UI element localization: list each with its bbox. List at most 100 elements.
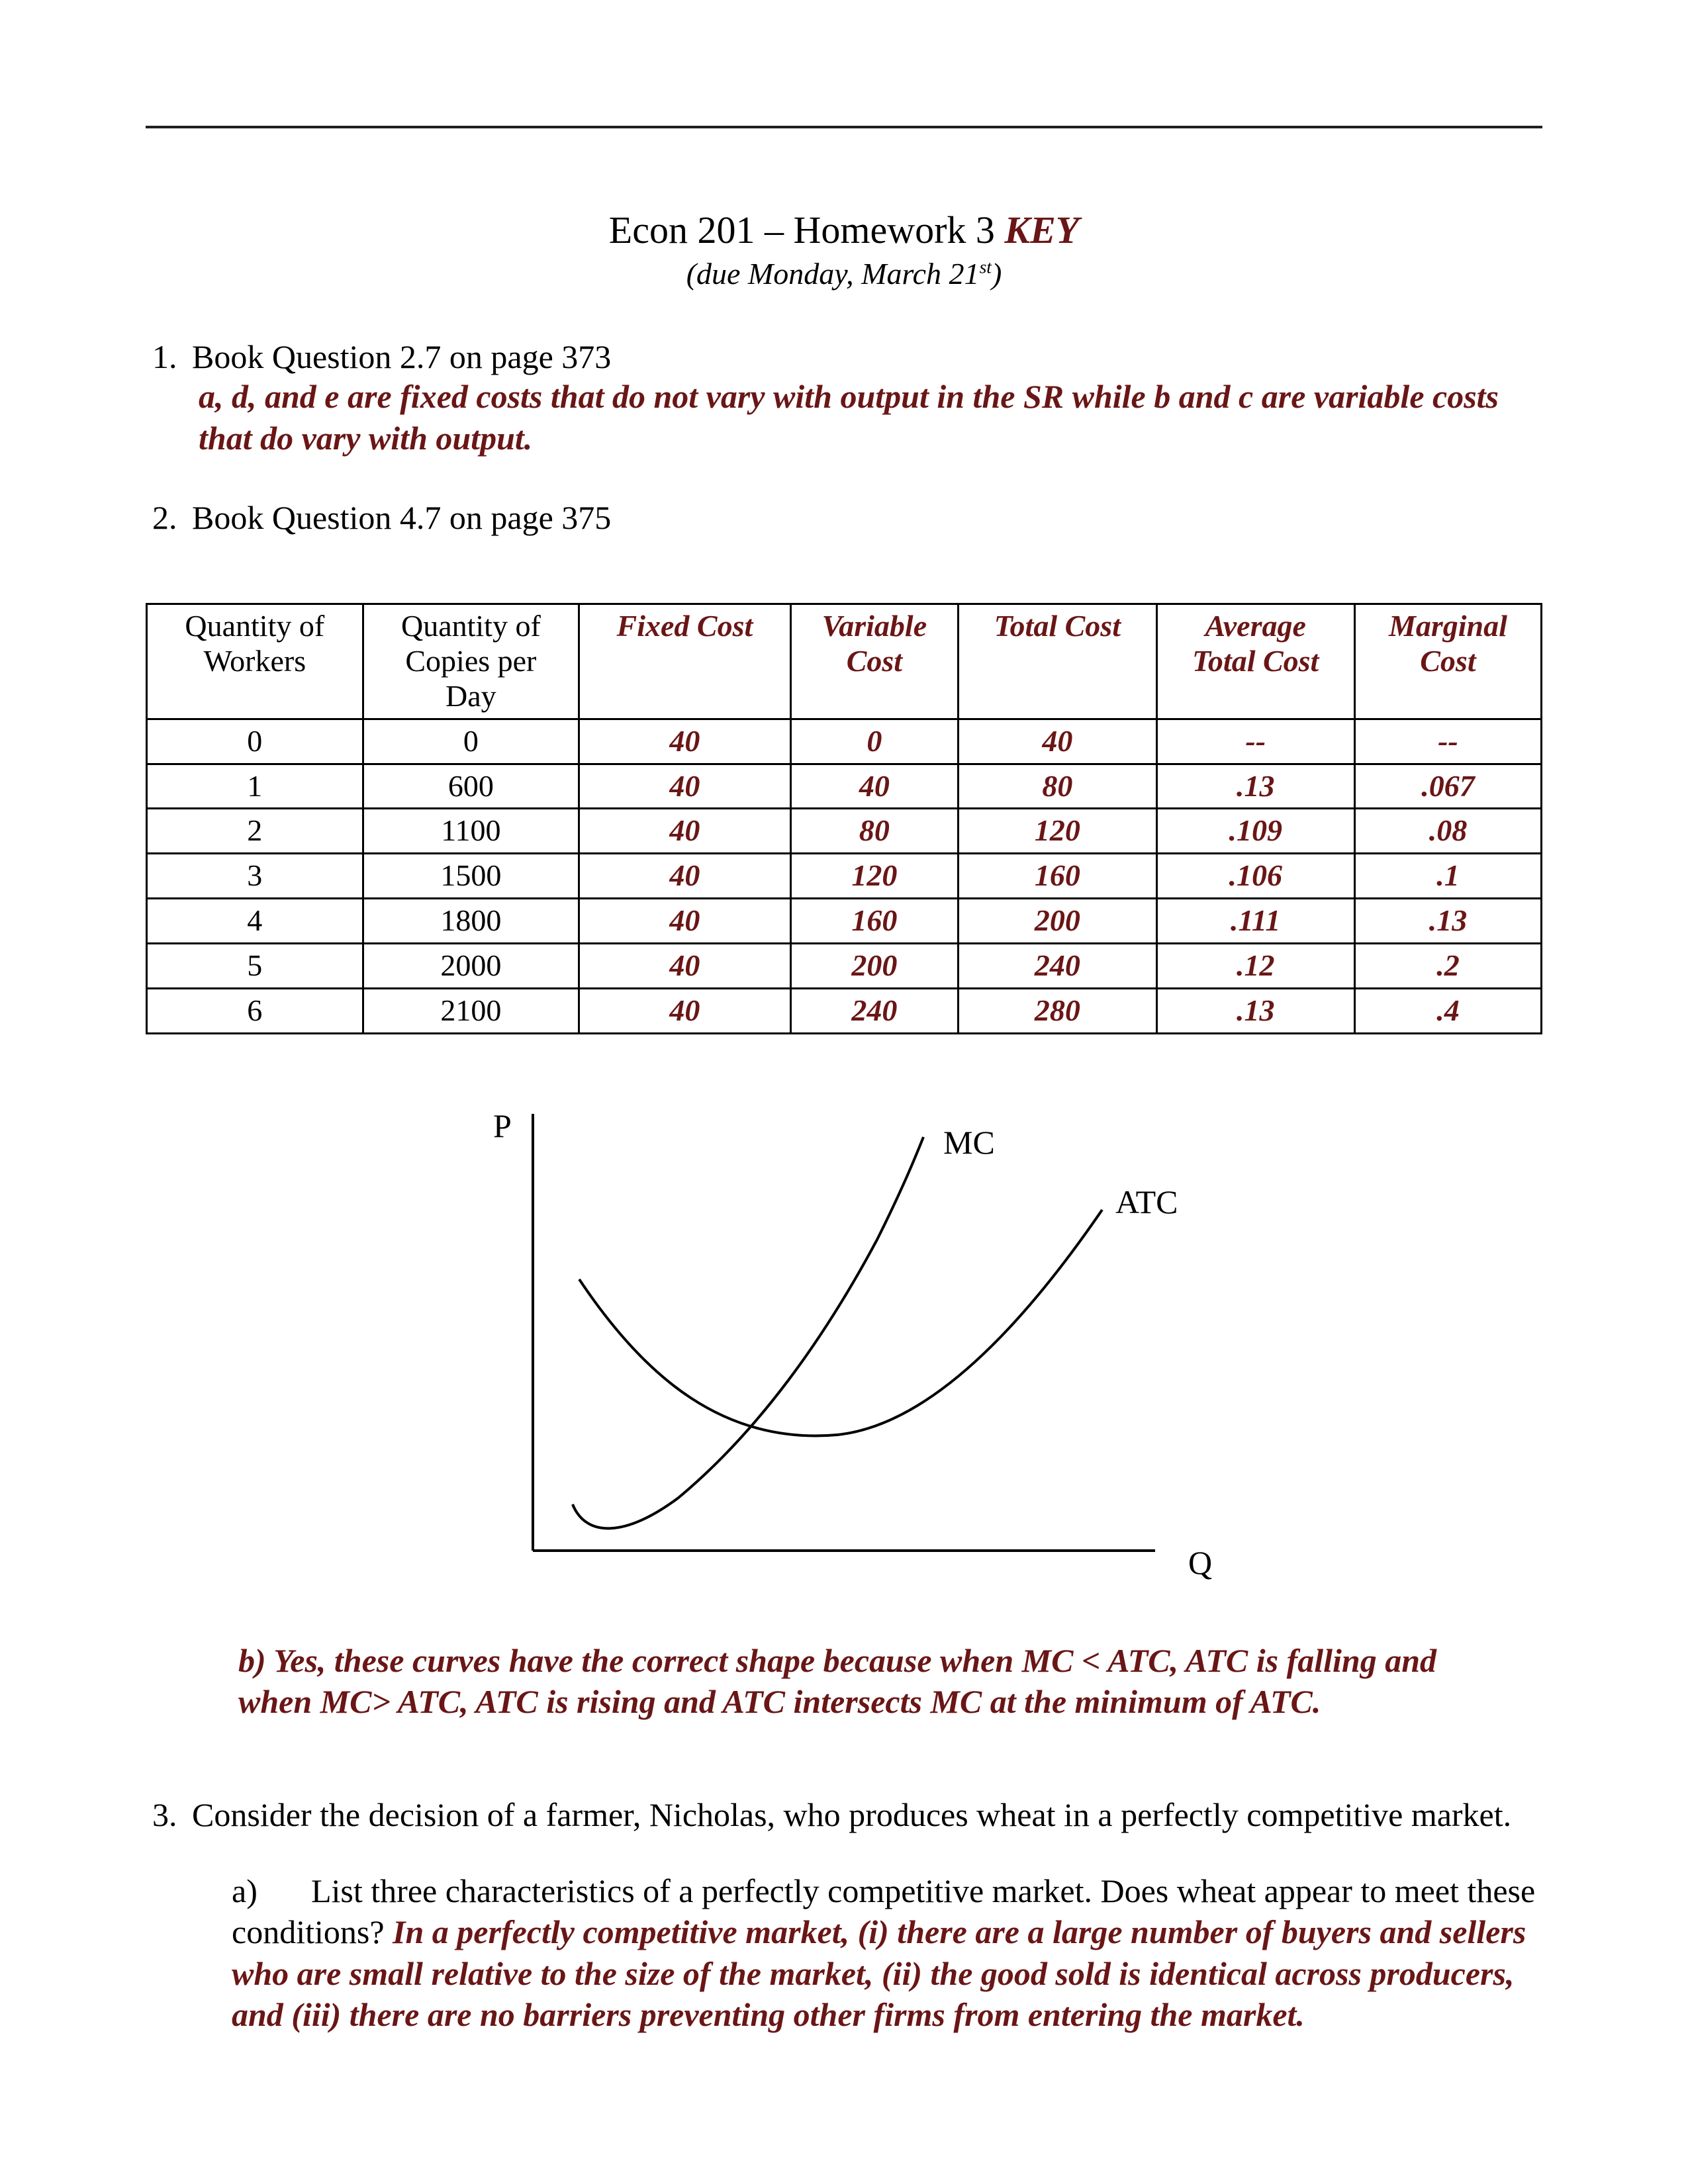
table-row: 211004080120.109.08 [147,809,1542,854]
q3a-label: a) [232,1870,311,1912]
table-cell: 80 [790,809,958,854]
table-cell: .1 [1354,854,1541,899]
hdr-atc: Average Total Cost [1156,604,1354,719]
table-cell: .13 [1354,899,1541,944]
table-cell: -- [1156,719,1354,764]
cost-table: Quantity of Workers Quantity of Copies p… [146,603,1542,1034]
table-cell: 280 [959,989,1156,1034]
table-cell: 40 [790,764,958,809]
hdr-fixed-cost: Fixed Cost [579,604,791,719]
hdr-copies: Quantity of Copies per Day [363,604,579,719]
doc-title: Econ 201 – Homework 3 KEY [146,208,1542,252]
table-cell: 0 [147,719,363,764]
question-2: 2.Book Question 4.7 on page 375 [146,498,1542,537]
q3-intro-text: Consider the decision of a farmer, Nicho… [192,1796,1511,1833]
chart-label-atc: ATC [1115,1183,1178,1220]
atc-curve [579,1210,1102,1435]
hdr-total-cost: Total Cost [959,604,1156,719]
hdr-vc-l1: Variable [822,609,927,643]
table-cell: 5 [147,944,363,989]
table-cell: 1800 [363,899,579,944]
table-cell: 40 [959,719,1156,764]
table-cell: 1 [147,764,363,809]
table-cell: 160 [790,899,958,944]
table-cell: 4 [147,899,363,944]
table-cell: 200 [790,944,958,989]
hdr-mc-l2: Cost [1420,644,1476,678]
table-cell: .111 [1156,899,1354,944]
table-cell: .08 [1354,809,1541,854]
hdr-copies-l3: Day [445,679,496,713]
table-cell: 40 [579,944,791,989]
table-cell: 2 [147,809,363,854]
q2-part-b-answer: b) Yes, these curves have the correct sh… [146,1640,1542,1723]
table-cell: .106 [1156,854,1354,899]
table-cell: 240 [790,989,958,1034]
hdr-copies-l1: Quantity of [401,609,541,643]
table-header-row: Quantity of Workers Quantity of Copies p… [147,604,1542,719]
title-key: KEY [1004,208,1079,251]
table-cell: 3 [147,854,363,899]
top-rule [146,126,1542,128]
hdr-vc-l2: Cost [847,644,902,678]
table-cell: 200 [959,899,1156,944]
table-cell: 80 [959,764,1156,809]
table-cell: .109 [1156,809,1354,854]
table-cell: .13 [1156,989,1354,1034]
table-cell: 40 [579,854,791,899]
table-cell: 40 [579,899,791,944]
hdr-mc: Marginal Cost [1354,604,1541,719]
table-cell: .2 [1354,944,1541,989]
cost-table-head: Quantity of Workers Quantity of Copies p… [147,604,1542,719]
table-cell: 40 [579,989,791,1034]
hdr-workers: Quantity of Workers [147,604,363,719]
table-cell: 0 [790,719,958,764]
q3a-answer: In a perfectly competitive market, (i) t… [232,1913,1526,2033]
table-cell: 1500 [363,854,579,899]
chart-svg: PQMCATC [414,1074,1274,1604]
chart-label-mc: MC [943,1124,995,1161]
hdr-workers-l2: Workers [203,644,306,678]
table-cell: 40 [579,764,791,809]
q1-answer: a, d, and e are fixed costs that do not … [146,376,1542,459]
hdr-workers-l1: Quantity of [185,609,324,643]
hdr-atc-l2: Total Cost [1192,644,1319,678]
cost-curve-chart: PQMCATC [146,1074,1542,1607]
table-cell: 0 [363,719,579,764]
title-prefix: Econ 201 – Homework 3 [609,208,1005,251]
table-cell: 240 [959,944,1156,989]
table-cell: 40 [579,809,791,854]
table-cell: 6 [147,989,363,1034]
hdr-copies-l2: Copies per [405,644,536,678]
table-row: 5200040200240.12.2 [147,944,1542,989]
q1-prompt: Book Question 2.7 on page 373 [192,338,611,375]
table-row: 0040040---- [147,719,1542,764]
q1-number: 1. [146,338,192,376]
table-cell: .067 [1354,764,1541,809]
hdr-mc-l1: Marginal [1389,609,1507,643]
chart-label-q: Q [1188,1544,1212,1581]
q3-number: 3. [146,1796,192,1834]
table-row: 1600404080.13.067 [147,764,1542,809]
table-cell: .4 [1354,989,1541,1034]
table-cell: 1100 [363,809,579,854]
table-cell: 2100 [363,989,579,1034]
question-3: 3.Consider the decision of a farmer, Nic… [146,1796,1542,1834]
subtitle-open: (due Monday, March 21 [686,257,980,291]
q2-prompt: Book Question 4.7 on page 375 [192,499,611,536]
table-cell: .13 [1156,764,1354,809]
doc-subtitle: (due Monday, March 21st) [146,256,1542,291]
question-1: 1.Book Question 2.7 on page 373 a, d, an… [146,338,1542,459]
q2-number: 2. [146,498,192,537]
table-cell: 600 [363,764,579,809]
table-cell: 40 [579,719,791,764]
question-3a: a)List three characteristics of a perfec… [146,1870,1542,2036]
table-row: 4180040160200.111.13 [147,899,1542,944]
table-cell: -- [1354,719,1541,764]
table-row: 3150040120160.106.1 [147,854,1542,899]
table-cell: 120 [790,854,958,899]
table-cell: 2000 [363,944,579,989]
table-cell: .12 [1156,944,1354,989]
mc-curve [573,1137,923,1528]
title-block: Econ 201 – Homework 3 KEY (due Monday, M… [146,208,1542,291]
